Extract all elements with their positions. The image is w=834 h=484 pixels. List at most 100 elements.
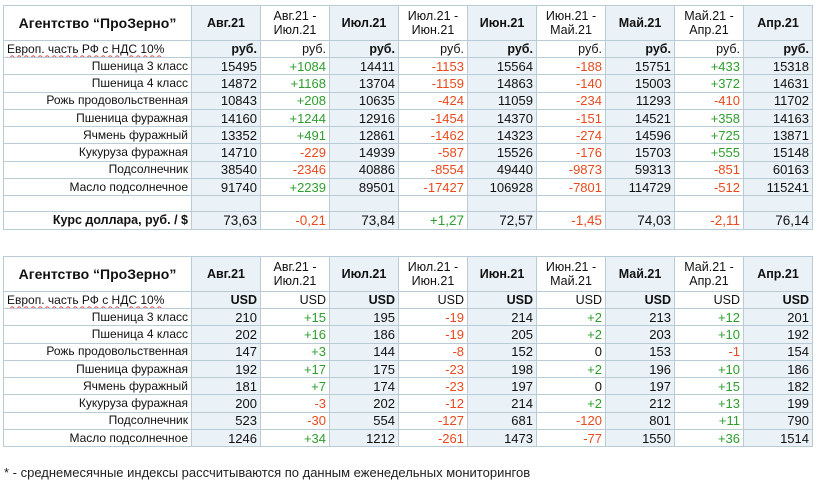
empty-cell xyxy=(3,195,192,213)
price-cell: 210 xyxy=(191,307,261,327)
change-cell: +358 xyxy=(674,108,744,128)
empty-cell xyxy=(260,195,330,213)
price-cell: 14939 xyxy=(329,143,399,162)
price-cell: 15495 xyxy=(191,56,261,76)
price-cell: 196 xyxy=(605,359,675,379)
price-cell: 14872 xyxy=(191,74,261,93)
rate-cell: 73,84 xyxy=(329,211,399,231)
price-cell: 181 xyxy=(191,377,261,396)
price-cell: 197 xyxy=(467,377,537,396)
price-cell: 13871 xyxy=(743,126,813,145)
commodity-name: Пшеница фуражная xyxy=(3,359,192,379)
table-row: Кукуруза фуражная 200 -3 202 -12 214 +2 212 +13 1… xyxy=(3,394,813,413)
rate-change-cell: -2,11 xyxy=(674,211,744,231)
diff-column-header: Май.21 - Апр.21 xyxy=(674,5,744,41)
change-cell: +433 xyxy=(674,56,744,76)
price-cell: 114729 xyxy=(605,178,675,197)
agency-title: Агентство “ПроЗерно” xyxy=(3,5,192,41)
commodity-name: Ячмень фуражный xyxy=(3,126,192,145)
unit-cell: руб. xyxy=(398,40,468,58)
diff-column-header: Июл.21 - Июн.21 xyxy=(398,256,468,292)
price-cell: 202 xyxy=(329,394,399,413)
empty-cell xyxy=(329,195,399,213)
table-row: Кукуруза фуражная 14710 -229 14939 -587 15526… xyxy=(3,143,813,162)
change-cell: +15 xyxy=(674,377,744,396)
agency-title: Агентство “ПроЗерно” xyxy=(3,256,192,292)
change-cell: -512 xyxy=(674,178,744,197)
table-row: Масло подсолнечное 91740 +2239 89501 -17427 1… xyxy=(3,178,813,197)
price-cell: 14710 xyxy=(191,143,261,162)
change-cell: +2 xyxy=(536,359,606,379)
table-row: Подсолнечник 523 -30 554 -127 681 -120 801 +11 79… xyxy=(3,411,813,431)
table-row: Подсолнечник 38540 -2346 40886 -8554 49440 -98… xyxy=(3,160,813,180)
table-row: Пшеница фуражная 192 +17 175 -23 198 +2 196 +10 1… xyxy=(3,359,813,379)
price-cell: 1246 xyxy=(191,429,261,448)
rate-change-cell: -0,21 xyxy=(260,211,330,231)
change-cell: +17 xyxy=(260,359,330,379)
unit-cell: руб. xyxy=(674,40,744,58)
price-cell: 681 xyxy=(467,411,537,431)
table-row: Пшеница 3 класс 210 +15 195 -19 214 +2 213 +12 20… xyxy=(3,307,813,327)
unit-row: Европ. часть РФ с НДС 10% USD USD USD USD USD… xyxy=(3,291,813,309)
rate-change-cell: +1,27 xyxy=(398,211,468,231)
exchange-rate-label: Курс доллара, руб. / $ xyxy=(3,211,192,231)
rub-price-table: Агентство “ПроЗерно” Авг.21 Авг.21 - Июл.2… xyxy=(3,5,813,231)
commodity-name: Подсолнечник xyxy=(3,160,192,180)
commodity-name: Пшеница 4 класс xyxy=(3,74,192,93)
table-row: Пшеница 4 класс 202 +16 186 -19 205 +2 203 +10 19… xyxy=(3,325,813,344)
change-cell: -1454 xyxy=(398,108,468,128)
change-cell: -77 xyxy=(536,429,606,448)
change-cell: +13 xyxy=(674,394,744,413)
price-cell: 1514 xyxy=(743,429,813,448)
change-cell: +12 xyxy=(674,307,744,327)
change-cell: -8 xyxy=(398,342,468,361)
price-cell: 1212 xyxy=(329,429,399,448)
price-cell: 152 xyxy=(467,342,537,361)
usd-price-table: Агентство “ПроЗерно” Авг.21 Авг.21 - Июл.2… xyxy=(3,256,813,448)
change-cell: -176 xyxy=(536,143,606,162)
change-cell: -17427 xyxy=(398,178,468,197)
rate-cell: 74,03 xyxy=(605,211,675,231)
unit-cell: USD xyxy=(467,291,537,309)
change-cell: -1 xyxy=(674,342,744,361)
commodity-name: Ячмень фуражный xyxy=(3,377,192,396)
price-cell: 15318 xyxy=(743,56,813,76)
price-cell: 40886 xyxy=(329,160,399,180)
change-cell: 0 xyxy=(536,377,606,396)
price-cell: 10635 xyxy=(329,91,399,110)
diff-column-header: Авг.21 - Июл.21 xyxy=(260,256,330,292)
month-column-header: Авг.21 xyxy=(191,5,261,41)
change-cell: -1153 xyxy=(398,56,468,76)
price-cell: 15703 xyxy=(605,143,675,162)
diff-column-header: Май.21 - Апр.21 xyxy=(674,256,744,292)
change-cell: +3 xyxy=(260,342,330,361)
unit-cell: USD xyxy=(743,291,813,309)
price-cell: 1473 xyxy=(467,429,537,448)
region-label: Европ. часть РФ с НДС 10% xyxy=(3,40,192,58)
unit-cell: USD xyxy=(191,291,261,309)
change-cell: -8554 xyxy=(398,160,468,180)
change-cell: -2346 xyxy=(260,160,330,180)
price-cell: 49440 xyxy=(467,160,537,180)
commodity-name: Рожь продовольственная xyxy=(3,342,192,361)
price-cell: 154 xyxy=(743,342,813,361)
price-cell: 214 xyxy=(467,307,537,327)
change-cell: +36 xyxy=(674,429,744,448)
price-cell: 201 xyxy=(743,307,813,327)
price-cell: 197 xyxy=(605,377,675,396)
commodity-name: Пшеница 3 класс xyxy=(3,56,192,76)
change-cell: -188 xyxy=(536,56,606,76)
price-cell: 199 xyxy=(743,394,813,413)
table-row: Пшеница 3 класс 15495 +1084 14411 -1153 15564… xyxy=(3,56,813,76)
month-column-header: Июл.21 xyxy=(329,256,399,292)
change-cell: -120 xyxy=(536,411,606,431)
commodity-name: Масло подсолнечное xyxy=(3,429,192,448)
change-cell: -23 xyxy=(398,359,468,379)
unit-cell: руб. xyxy=(191,40,261,58)
price-cell: 89501 xyxy=(329,178,399,197)
commodity-name: Пшеница 3 класс xyxy=(3,307,192,327)
unit-cell: USD xyxy=(329,291,399,309)
price-cell: 15003 xyxy=(605,74,675,93)
change-cell: -23 xyxy=(398,377,468,396)
change-cell: -19 xyxy=(398,325,468,344)
